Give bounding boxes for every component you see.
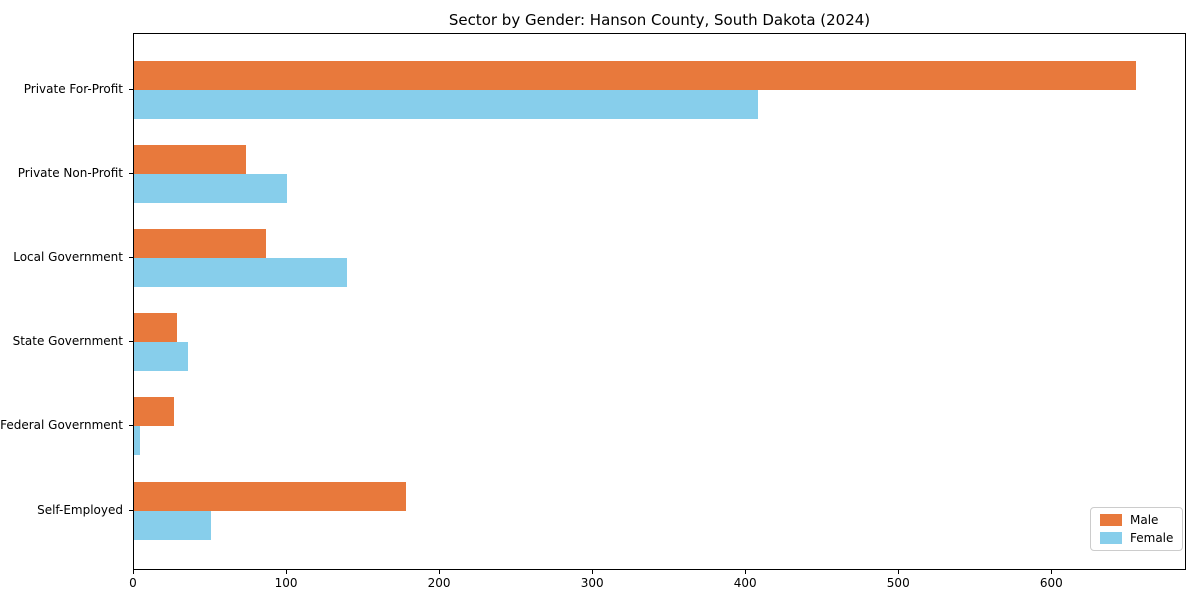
y-tick-mark [129, 425, 133, 427]
x-tick-mark [745, 570, 747, 574]
y-tick-label-private-non-profit: Private Non-Profit [17, 166, 123, 181]
bar-male-state-government [134, 313, 177, 343]
x-tick-mark [592, 570, 594, 574]
bar-male-federal-government [134, 397, 174, 427]
bar-male-local-government [134, 229, 266, 259]
bar-male-private-non-profit [134, 145, 246, 175]
y-tick-mark [129, 509, 133, 511]
x-tick-label-0: 0 [129, 576, 137, 590]
y-tick-mark [129, 89, 133, 90]
x-tick-mark [439, 570, 441, 574]
plot-area [133, 33, 1186, 570]
x-tick-label-200: 200 [427, 576, 451, 590]
bar-female-self-employed [134, 510, 211, 540]
x-tick-label-300: 300 [580, 576, 604, 590]
x-tick-mark [898, 570, 900, 574]
y-tick-label-self-employed: Self-Employed [37, 502, 123, 517]
x-tick-mark [1051, 570, 1053, 574]
bar-female-state-government [134, 342, 188, 372]
y-tick-mark [129, 341, 133, 343]
x-tick-label-100: 100 [274, 576, 298, 590]
x-tick-mark [133, 570, 134, 574]
bar-female-local-government [134, 258, 347, 288]
y-tick-label-state-government: State Government [12, 334, 123, 349]
chart-title: Sector by Gender: Hanson County, South D… [448, 11, 871, 29]
x-tick-label-500: 500 [886, 576, 910, 590]
legend-label-male: Male [1130, 513, 1159, 527]
y-tick-label-local-government: Local Government [13, 250, 123, 265]
y-tick-mark [129, 173, 133, 175]
bar-female-private-non-profit [134, 174, 288, 204]
legend-swatch-female [1100, 532, 1122, 544]
legend-item-male: Male [1100, 514, 1173, 526]
bar-female-federal-government [134, 426, 141, 456]
legend-item-female: Female [1100, 532, 1173, 544]
legend-label-female: Female [1130, 531, 1174, 545]
bar-male-self-employed [134, 481, 407, 511]
x-tick-mark [286, 570, 288, 574]
x-tick-label-400: 400 [733, 576, 757, 590]
bar-female-private-for-profit [134, 90, 759, 119]
legend-swatch-male [1100, 514, 1122, 526]
y-tick-label-private-for-profit: Private For-Profit [23, 82, 123, 96]
y-tick-mark [129, 257, 133, 259]
legend: Male Female [1090, 507, 1184, 551]
x-tick-label-600: 600 [1039, 576, 1063, 590]
y-tick-label-federal-government: Federal Government [0, 418, 123, 433]
bar-male-private-for-profit [134, 61, 1137, 90]
